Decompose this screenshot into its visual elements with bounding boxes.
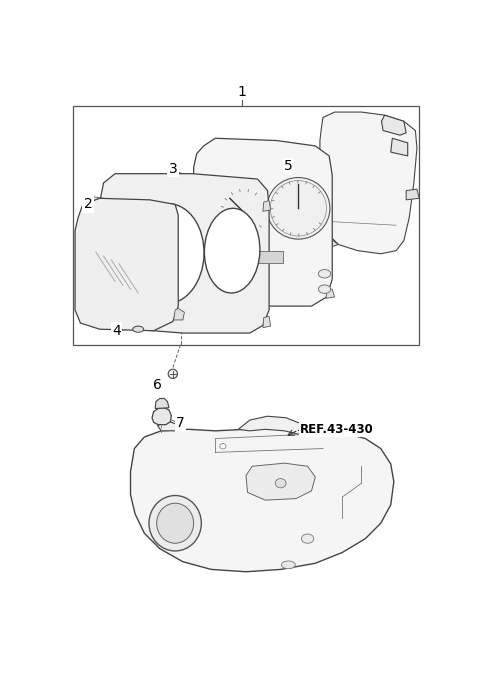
Ellipse shape [318,270,331,278]
Polygon shape [246,463,315,500]
Polygon shape [406,189,419,200]
Polygon shape [174,308,184,320]
Polygon shape [152,408,171,424]
Ellipse shape [301,534,314,543]
Ellipse shape [217,187,270,237]
Ellipse shape [267,177,330,239]
Polygon shape [155,399,169,408]
Text: 4: 4 [112,324,121,337]
Bar [73,106,419,344]
Text: 3: 3 [168,162,177,176]
Ellipse shape [133,326,144,333]
Ellipse shape [131,204,204,304]
Ellipse shape [281,561,295,569]
Polygon shape [92,301,104,311]
Polygon shape [193,138,332,306]
Ellipse shape [318,285,331,293]
Text: 6: 6 [153,377,162,392]
Ellipse shape [149,495,201,551]
Polygon shape [326,289,335,298]
Text: 2: 2 [84,197,93,211]
Polygon shape [92,197,104,208]
Text: REF.43-430: REF.43-430 [300,423,373,436]
Polygon shape [382,115,406,135]
Polygon shape [391,138,408,156]
Polygon shape [193,287,203,297]
Ellipse shape [168,369,178,379]
Ellipse shape [204,208,260,293]
Bar [229,250,283,263]
Polygon shape [157,422,184,431]
Text: 5: 5 [284,159,293,173]
Polygon shape [100,174,269,333]
Polygon shape [263,201,271,211]
Polygon shape [131,428,394,572]
Ellipse shape [220,444,226,449]
Polygon shape [320,233,338,248]
Text: 7: 7 [176,416,185,430]
Ellipse shape [156,503,193,543]
Ellipse shape [275,479,286,488]
Polygon shape [238,416,309,435]
Polygon shape [320,112,417,254]
Polygon shape [75,198,178,331]
Polygon shape [263,316,271,328]
Text: 1: 1 [238,85,247,99]
